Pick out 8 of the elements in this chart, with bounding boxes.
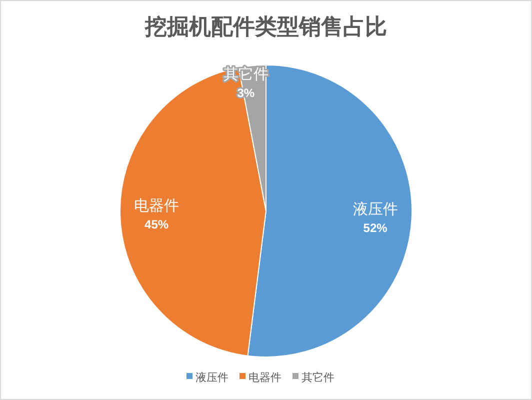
legend-label: 其它件 [302,371,334,384]
legend-label: 电器件 [248,371,282,384]
data-label: 45% [144,217,169,232]
chart-title: 挖掘机配件类型销售占比 [144,14,387,39]
slice-label: 电器件 [134,197,180,214]
legend-label: 液压件 [196,371,228,384]
slice-label: 液压件 [352,200,398,218]
data-label: 52% [363,220,388,235]
